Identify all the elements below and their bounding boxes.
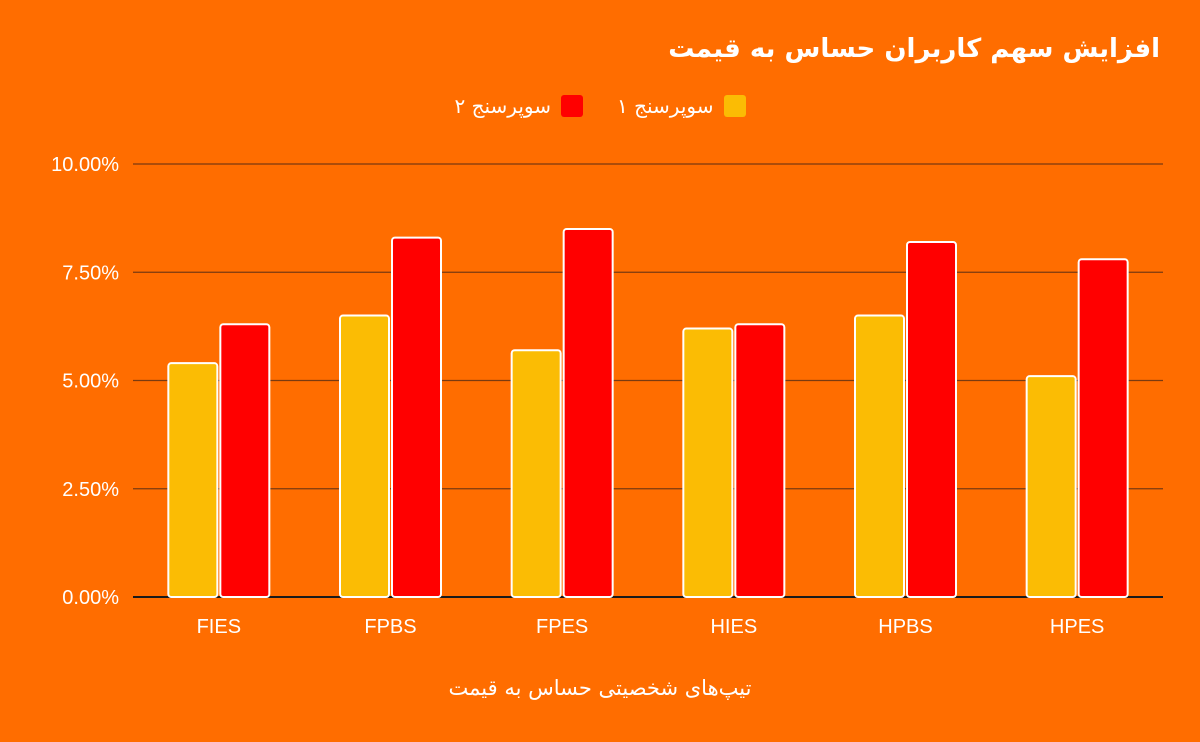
bar-fpes-series-2 [562, 227, 614, 598]
bar-fies-series-2 [219, 323, 271, 598]
y-tick-label: 0.00% [62, 587, 119, 609]
x-tick-label: HIES [710, 616, 757, 638]
x-tick-label: FPBS [364, 616, 416, 638]
legend: سوپرسنج ۱ سوپرسنج ۲ [0, 94, 1200, 118]
legend-label-series-1: سوپرسنج ۱ [617, 94, 714, 118]
y-tick-label: 5.00% [62, 371, 119, 393]
x-tick-label: FIES [197, 616, 241, 638]
legend-item-series-1: سوپرسنج ۱ [617, 94, 746, 118]
bar-hpbs-series-1 [854, 314, 905, 598]
y-tick-label: 10.00% [51, 154, 119, 176]
bar-hpes-series-1 [1025, 375, 1077, 599]
x-tick-label: HPES [1050, 616, 1104, 638]
legend-swatch-series-2 [561, 95, 583, 117]
bar-hpbs-series-2 [906, 240, 957, 598]
x-tick-label: FPES [536, 616, 588, 638]
x-axis-label: تیپ‌های شخصیتی حساس به قیمت [448, 676, 752, 700]
bar-fies-series-1 [167, 362, 219, 598]
y-tick-label: 2.50% [62, 479, 119, 501]
x-tick-label: HPBS [878, 616, 932, 638]
bar-fpes-series-1 [510, 349, 562, 598]
bar-fpbs-series-2 [391, 236, 442, 599]
y-tick-label: 7.50% [62, 262, 119, 284]
bar-fpbs-series-1 [339, 314, 390, 598]
bar-hpes-series-2 [1077, 258, 1129, 598]
bar-hies-series-1 [682, 327, 734, 598]
chart-title: افزایش سهم کاربران حساس به قیمت [668, 34, 1160, 64]
legend-label-series-2: سوپرسنج ۲ [454, 94, 551, 118]
legend-swatch-series-1 [723, 95, 746, 117]
legend-item-series-2: سوپرسنج ۲ [454, 94, 583, 118]
bar-hies-series-2 [734, 323, 786, 598]
